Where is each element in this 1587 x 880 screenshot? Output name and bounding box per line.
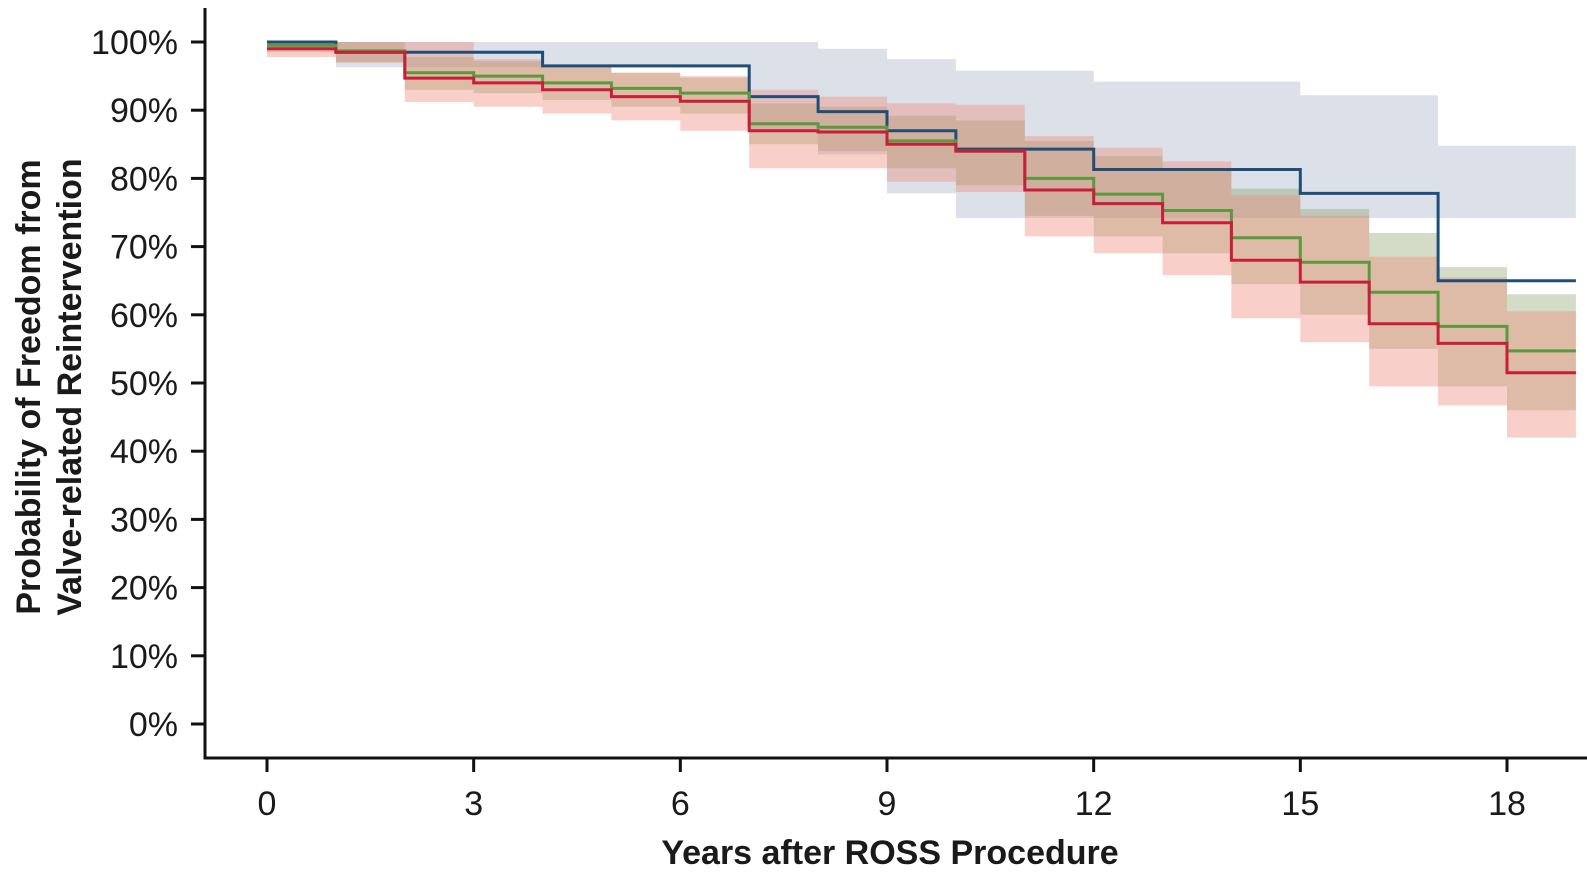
y-ticks: 0% 10% 20% 30% 40% 50% 60% 70% 80% 90% 100% bbox=[91, 24, 205, 744]
x-tick-label: 3 bbox=[464, 785, 483, 823]
y-tick-label: 80% bbox=[110, 160, 178, 198]
y-tick-label: 70% bbox=[110, 229, 178, 267]
y-axis-title-line-2: Valve-related Reintervention bbox=[51, 158, 89, 615]
y-tick-label: 40% bbox=[110, 433, 178, 471]
confidence-band-3 bbox=[267, 42, 1576, 438]
confidence-band-2 bbox=[267, 42, 1576, 411]
survival-curves bbox=[267, 40, 1576, 375]
x-tick-label: 6 bbox=[671, 785, 690, 823]
survival-line-2 bbox=[267, 43, 1576, 353]
y-tick-label: 30% bbox=[110, 501, 178, 539]
x-axis-title: Years after ROSS Procedure bbox=[661, 834, 1118, 872]
x-tick-label: 18 bbox=[1488, 785, 1526, 823]
y-tick-label: 90% bbox=[110, 92, 178, 130]
y-tick-label: 60% bbox=[110, 297, 178, 335]
x-tick-label: 12 bbox=[1075, 785, 1113, 823]
y-tick-label: 50% bbox=[110, 365, 178, 403]
y-axis-title: Probability of Freedom from Valve-relate… bbox=[10, 158, 89, 615]
y-tick-label: 0% bbox=[129, 706, 178, 744]
x-tick-label: 9 bbox=[878, 785, 897, 823]
survival-line-3 bbox=[267, 47, 1576, 375]
x-tick-label: 15 bbox=[1281, 785, 1319, 823]
x-tick-label: 0 bbox=[258, 785, 277, 823]
y-tick-label: 10% bbox=[110, 638, 178, 676]
x-ticks: 0 3 6 9 12 15 18 bbox=[258, 758, 1526, 823]
y-axis-title-line-1: Probability of Freedom from bbox=[10, 159, 48, 614]
y-tick-label: 100% bbox=[91, 24, 178, 62]
y-tick-label: 20% bbox=[110, 570, 178, 608]
confidence-bands bbox=[267, 42, 1576, 438]
